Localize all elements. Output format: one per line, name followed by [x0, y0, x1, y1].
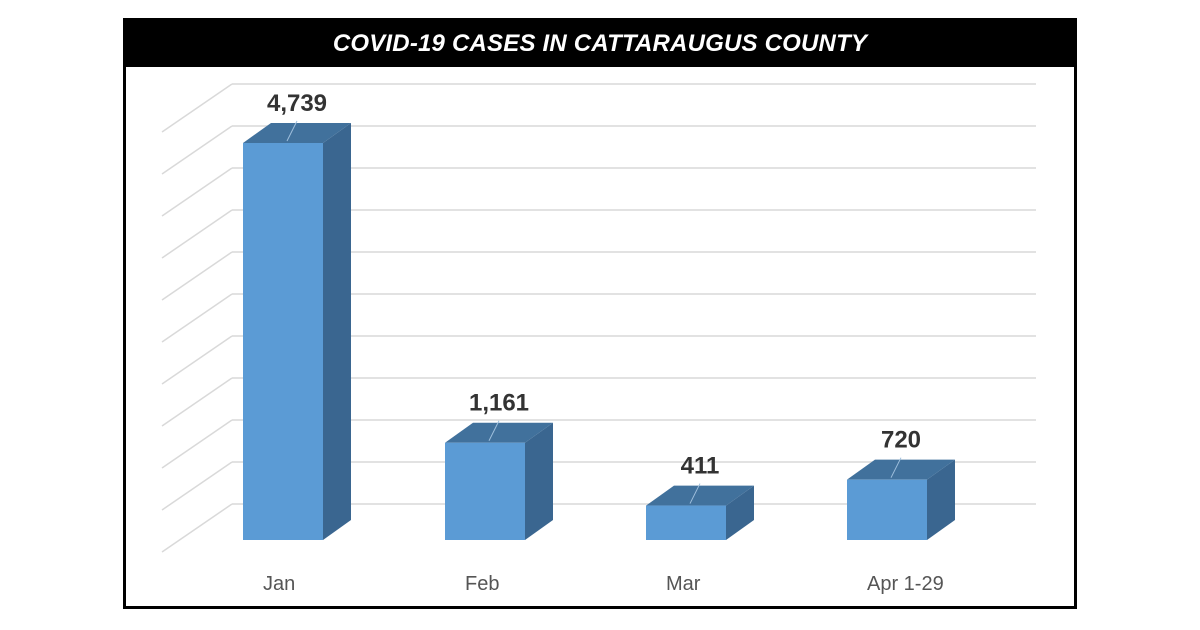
chart-title: COVID-19 CASES IN CATTARAUGUS COUNTY	[126, 21, 1074, 67]
gridlines	[161, 83, 1036, 553]
gridline-floor	[161, 293, 233, 343]
gridline-floor	[161, 125, 233, 175]
bar-apr-1-29	[847, 457, 955, 540]
value-label: 720	[881, 427, 921, 454]
gridline-floor	[161, 83, 233, 133]
category-label: Feb	[465, 573, 499, 595]
gridline-floor	[161, 335, 233, 385]
gridline-floor	[161, 461, 233, 511]
bars	[243, 120, 955, 540]
value-label: 4,739	[267, 90, 327, 117]
gridline-floor	[161, 503, 233, 553]
bar-jan	[243, 120, 351, 540]
category-label: Mar	[666, 573, 701, 595]
gridline-floor	[161, 419, 233, 469]
category-label: Jan	[263, 573, 295, 595]
category-labels: Jan Feb Mar Apr 1-29	[263, 573, 944, 595]
value-label: 411	[681, 453, 720, 480]
gridline-floor	[161, 251, 233, 301]
gridline-floor	[161, 377, 233, 427]
gridline-floor	[161, 167, 233, 217]
bar-mar	[646, 483, 754, 540]
value-label: 1,161	[469, 390, 529, 417]
gridline-floor	[161, 209, 233, 259]
bar-feb	[445, 420, 553, 540]
value-labels: 4,739 1,161 411 720	[267, 90, 921, 480]
category-label: Apr 1-29	[867, 573, 944, 595]
